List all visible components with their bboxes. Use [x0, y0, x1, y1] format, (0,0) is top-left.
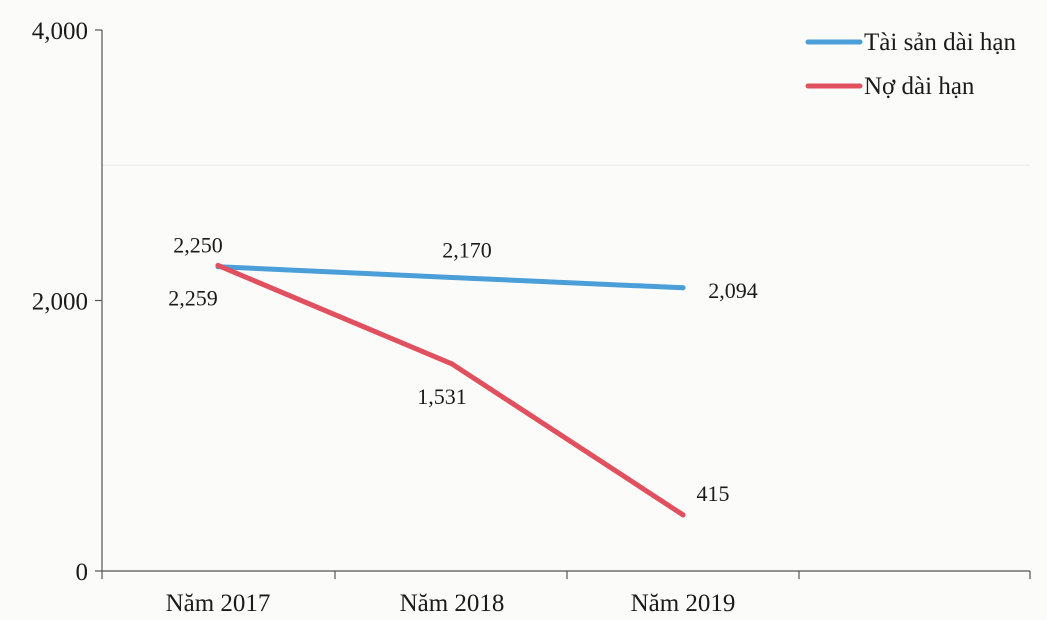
y-tick-label: 2,000 — [32, 289, 88, 316]
legend-label: Tài sản dài hạn — [864, 29, 1017, 56]
legend-label: Nợ dài hạn — [864, 73, 975, 100]
x-tick-label: Năm 2017 — [166, 590, 271, 615]
data-labels: 2,250 2,170 2,094 2,259 1,531 415 — [168, 233, 758, 506]
legend: Tài sản dài hạn Nợ dài hạn — [805, 29, 1017, 100]
data-label: 2,170 — [442, 238, 492, 263]
data-label: 415 — [697, 481, 730, 506]
data-point — [680, 512, 686, 518]
data-label: 1,531 — [417, 384, 467, 409]
data-point — [680, 285, 686, 291]
y-tick-label: 0 — [76, 559, 89, 586]
data-label: 2,259 — [168, 285, 218, 310]
data-point — [449, 275, 455, 281]
data-point — [449, 361, 455, 367]
y-tick-label: 4,000 — [32, 18, 88, 45]
data-label: 2,094 — [708, 278, 758, 303]
x-tick-label: Năm 2019 — [631, 590, 736, 615]
x-tick-label: Năm 2018 — [400, 590, 505, 615]
data-label: 2,250 — [173, 233, 223, 258]
series-lines — [215, 262, 686, 518]
axes: 0 2,000 4,000 Năm 2017 Năm 2018 Năm 2019 — [32, 18, 1031, 617]
data-point — [215, 262, 221, 268]
